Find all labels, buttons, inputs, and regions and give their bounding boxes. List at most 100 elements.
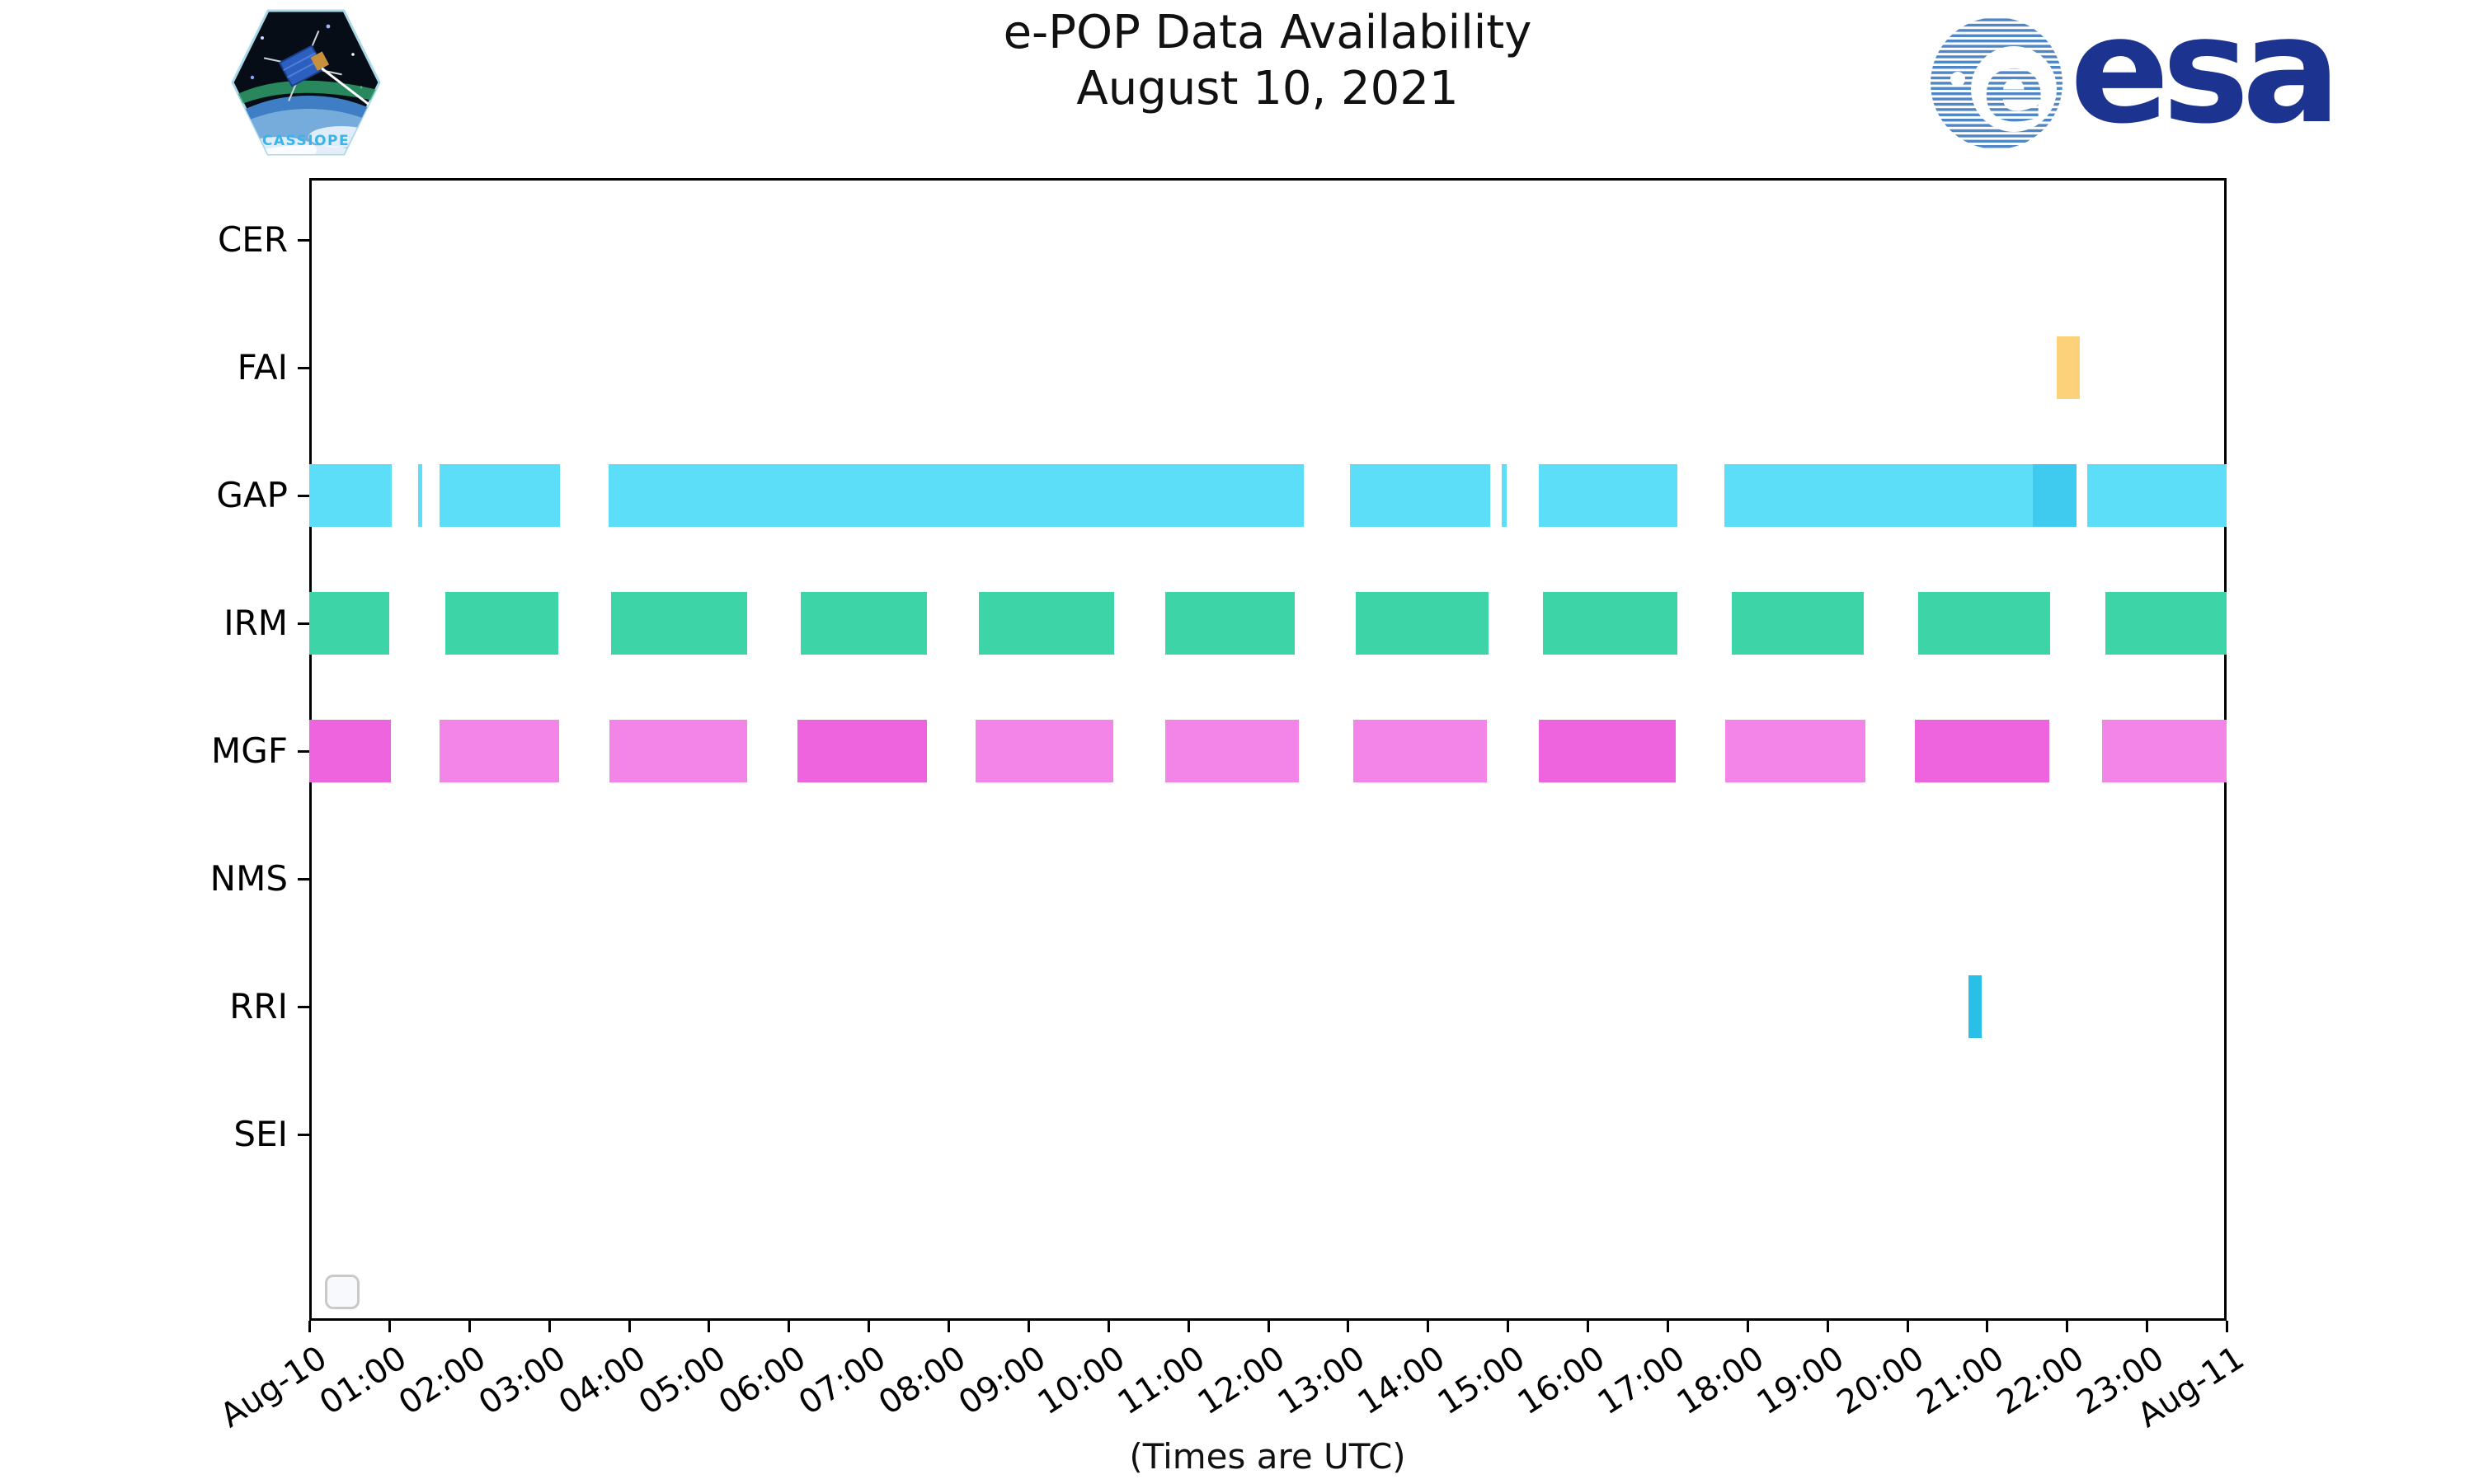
x-tick-label-17: 17:00 [1591, 1339, 1691, 1423]
availability-bar-mgf [1353, 720, 1487, 782]
availability-bar-gap [1724, 464, 2033, 527]
availability-bar-fai [2056, 336, 2080, 399]
chart-subtitle: August 10, 2021 [1076, 62, 1459, 115]
xaxis-caption: (Times are UTC) [1129, 1436, 1406, 1477]
availability-bar-gap [1538, 464, 1678, 527]
chart-title-block: e-POP Data Availability August 10, 2021 [484, 5, 2051, 117]
patch-aurora [233, 80, 379, 109]
x-tick-9 [1027, 1321, 1030, 1332]
x-tick-label-20: 20:00 [1830, 1339, 1931, 1423]
y-tick-rri [298, 1006, 309, 1008]
esa-logo: e esa [1928, 0, 2341, 162]
availability-bar-irm [1356, 592, 1489, 655]
availability-bar-mgf [797, 720, 927, 782]
y-tick-mgf [298, 750, 309, 753]
x-tick-label-3: 03:00 [472, 1339, 573, 1423]
y-tick-label-rri: RRI [229, 986, 288, 1026]
x-tick-20 [1906, 1321, 1909, 1332]
y-tick-label-nms: NMS [209, 858, 288, 899]
x-tick-12 [1267, 1321, 1270, 1332]
availability-bar-gap [609, 464, 1305, 527]
y-tick-sei [298, 1134, 309, 1136]
x-tick-13 [1347, 1321, 1350, 1332]
esa-globe-icon: e [1931, 17, 2062, 149]
y-tick-nms [298, 878, 309, 881]
x-tick-label-13: 13:00 [1271, 1339, 1372, 1423]
x-tick-24 [2226, 1321, 2228, 1332]
cassiope-mission-patch: CASSIOPE [231, 9, 381, 156]
patch-cassiope-label: CASSIOPE [262, 133, 350, 149]
legend-box [325, 1275, 360, 1309]
x-tick-label-7: 07:00 [792, 1339, 893, 1423]
patch-satellite [263, 31, 374, 108]
availability-bar-mgf [309, 720, 391, 782]
availability-bar-mgf [975, 720, 1113, 782]
x-tick-22 [2066, 1321, 2069, 1332]
x-tick-14 [1427, 1321, 1430, 1332]
y-tick-label-sei: SEI [233, 1114, 288, 1154]
availability-bar-irm [978, 592, 1114, 655]
chart-title: e-POP Data Availability [1003, 6, 1532, 59]
y-tick-label-mgf: MGF [211, 730, 288, 771]
x-tick-17 [1666, 1321, 1669, 1332]
esa-wordmark: esa [2070, 0, 2341, 156]
availability-bar-irm [611, 592, 747, 655]
y-tick-cer [298, 239, 309, 242]
x-tick-label-8: 08:00 [872, 1339, 973, 1423]
x-tick-7 [868, 1321, 871, 1332]
availability-bar-irm [800, 592, 927, 655]
availability-bar-gap [2087, 464, 2227, 527]
x-tick-label-9: 09:00 [952, 1339, 1052, 1423]
x-tick-2 [468, 1321, 471, 1332]
y-tick-label-irm: IRM [223, 603, 288, 643]
x-tick-10 [1107, 1321, 1110, 1332]
y-tick-label-cer: CER [217, 219, 288, 260]
x-tick-label-19: 19:00 [1750, 1339, 1851, 1423]
availability-bar-irm [1918, 592, 2050, 655]
availability-bar-gap [439, 464, 561, 527]
availability-bar-irm [2105, 592, 2227, 655]
x-tick-label-15: 15:00 [1431, 1339, 1532, 1423]
availability-bar-gap [417, 464, 422, 527]
availability-bar-gap [1502, 464, 1507, 527]
y-tick-fai [298, 367, 309, 369]
availability-bar-irm [1542, 592, 1677, 655]
availability-bar-gap [1350, 464, 1490, 527]
x-tick-21 [1986, 1321, 1989, 1332]
x-tick-11 [1187, 1321, 1190, 1332]
x-tick-6 [788, 1321, 791, 1332]
x-tick-label-22: 22:00 [1990, 1339, 2091, 1423]
x-tick-label-16: 16:00 [1511, 1339, 1612, 1423]
x-tick-label-14: 14:00 [1351, 1339, 1452, 1423]
availability-bar-mgf [439, 720, 560, 782]
availability-bar-mgf [1538, 720, 1676, 782]
availability-bar-irm [1732, 592, 1865, 655]
x-tick-19 [1826, 1321, 1829, 1332]
x-tick-1 [388, 1321, 391, 1332]
x-tick-label-11: 11:00 [1111, 1339, 1212, 1423]
x-tick-18 [1746, 1321, 1749, 1332]
availability-bar-irm [1164, 592, 1296, 655]
availability-bar-mgf [609, 720, 747, 782]
availability-bar-irm [444, 592, 559, 655]
x-tick-label-21: 21:00 [1910, 1339, 2011, 1423]
x-tick-label-12: 12:00 [1191, 1339, 1292, 1423]
y-tick-label-gap: GAP [216, 475, 288, 515]
x-tick-label-0: Aug-10 [213, 1339, 334, 1435]
x-tick-label-10: 10:00 [1032, 1339, 1132, 1423]
availability-bar-mgf [2101, 720, 2227, 782]
x-tick-3 [548, 1321, 551, 1332]
x-tick-label-1: 01:00 [313, 1339, 413, 1423]
x-tick-label-6: 06:00 [712, 1339, 813, 1423]
x-tick-label-4: 04:00 [552, 1339, 653, 1423]
availability-bar-mgf [1724, 720, 1866, 782]
availability-bar-mgf [1164, 720, 1300, 782]
availability-bar-mgf [1915, 720, 2049, 782]
availability-bar-gap [2032, 464, 2077, 527]
x-tick-23 [2146, 1321, 2149, 1332]
availability-bar-rri [1968, 975, 1982, 1038]
availability-bar-gap [309, 464, 392, 527]
x-tick-label-2: 02:00 [393, 1339, 493, 1423]
